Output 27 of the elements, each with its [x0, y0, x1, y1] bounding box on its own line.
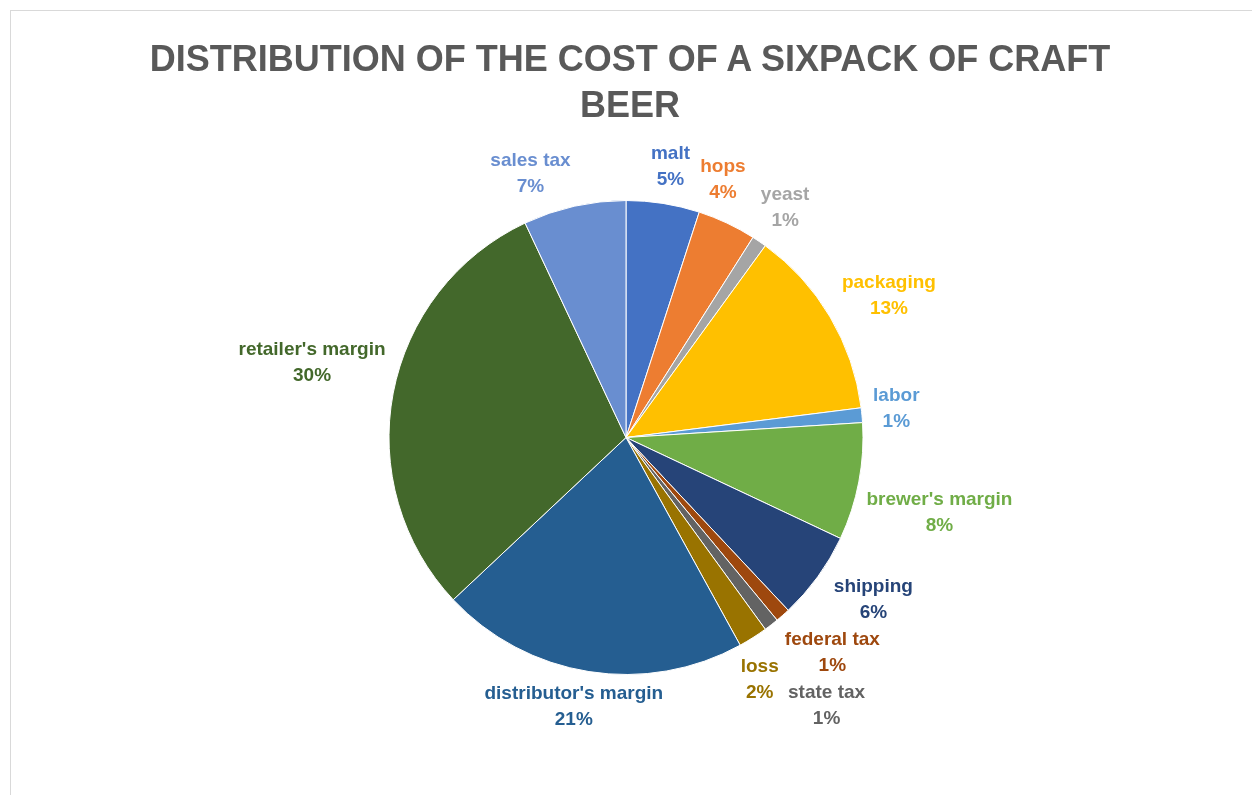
- data-label: 2%: [745, 680, 774, 702]
- slice-label: sales tax: [490, 149, 572, 171]
- slice-label: brewer's margin: [866, 487, 1013, 509]
- slice-label: retailer's margin: [238, 337, 386, 359]
- slice-label: loss: [740, 654, 779, 676]
- slice-label: state tax: [788, 680, 866, 702]
- chart-title: DISTRIBUTION OF THE COST OF A SIXPACK OF CRAFT BEER: [148, 37, 1112, 127]
- data-label: 1%: [818, 653, 847, 675]
- data-label: 1%: [771, 208, 799, 230]
- data-label: 7%: [516, 175, 545, 197]
- data-label: 30%: [293, 363, 332, 385]
- data-label: 13%: [869, 297, 909, 319]
- data-label: 1%: [882, 410, 911, 432]
- data-label: 1%: [812, 706, 841, 728]
- slice-label: distributor's margin: [484, 681, 664, 703]
- slice-label: labor: [873, 384, 921, 406]
- data-label: 5%: [656, 168, 685, 190]
- data-label: 8%: [925, 513, 954, 535]
- slice-label: packaging: [841, 271, 936, 293]
- data-label: 6%: [859, 600, 888, 622]
- slice-label: malt: [650, 142, 691, 164]
- slice-label: federal tax: [784, 627, 881, 649]
- data-label: 21%: [554, 707, 593, 729]
- slice-label: shipping: [833, 574, 913, 596]
- data-label: 4%: [709, 181, 737, 203]
- slice-label: yeast: [760, 182, 811, 204]
- slice-label: hops: [700, 155, 746, 177]
